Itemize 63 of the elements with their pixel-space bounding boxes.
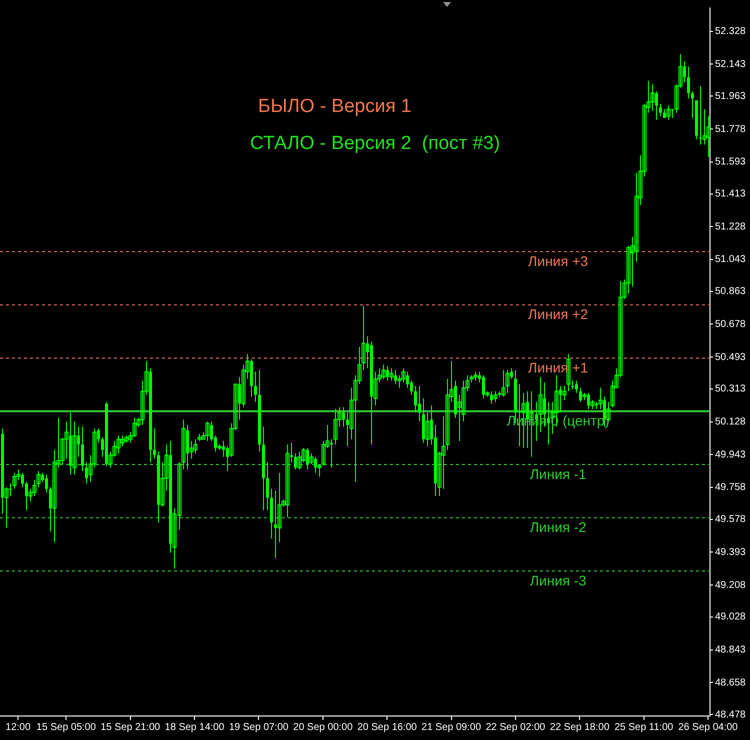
candlestick	[45, 474, 48, 493]
ref-line-label: Линия +2	[528, 306, 588, 322]
candlestick	[254, 371, 257, 402]
candlestick	[286, 444, 290, 518]
text: СТАЛО - Версия 2 (пост #3)	[250, 133, 500, 155]
candlestick	[153, 428, 156, 460]
y-tick-label: 51.228	[715, 221, 746, 232]
y-tick-label: 48.658	[715, 677, 746, 688]
candlestick	[506, 369, 510, 394]
candlestick	[666, 105, 670, 120]
candlestick	[494, 390, 498, 402]
y-tick-label: 50.313	[715, 384, 746, 395]
ref-line-label: Линия +3	[528, 252, 588, 269]
candlestick	[298, 451, 302, 470]
y-tick-label: 51.413	[715, 188, 746, 200]
y-tick-label: 49.758	[715, 482, 746, 494]
ref-line-label: Линия -2	[530, 519, 587, 536]
y-tick-label: 49.208	[715, 580, 746, 591]
candlestick	[566, 354, 570, 392]
y-tick-label: 52.328	[715, 26, 746, 38]
y-tick-label: 48.478	[715, 709, 746, 720]
candlestick	[116, 435, 120, 454]
y-tick-label: 51.778	[715, 124, 746, 135]
text: БЫЛО - Версия 1	[258, 96, 412, 118]
y-tick-label: 49.393	[715, 546, 746, 558]
x-tick-label: 15 Sep 05:00	[36, 722, 96, 733]
y-tick-label: 49.578	[715, 514, 746, 526]
x-tick-label: 25 Sep 11:00	[614, 722, 674, 733]
x-tick-label: 26 Sep 04:00	[678, 722, 738, 733]
x-tick-label: 21 Sep 09:00	[422, 722, 482, 733]
x-tick-label: 15 Sep 21:00	[100, 722, 161, 733]
y-tick-label: 52.143	[715, 59, 746, 70]
x-tick-label: 20 Sep 16:00	[357, 722, 418, 733]
y-tick-label: 51.043	[715, 254, 746, 266]
candlestick	[266, 462, 269, 511]
ref-line-label: Линия -1	[530, 466, 587, 482]
candlestick	[382, 364, 386, 380]
y-tick-label: 51.963	[715, 90, 746, 102]
candlestick	[206, 420, 210, 442]
x-tick-label: 18 Sep 14:00	[164, 722, 225, 733]
x-tick-label: 22 Sep 18:00	[550, 722, 610, 733]
candlestick	[81, 426, 84, 472]
candlestick	[390, 368, 394, 382]
candlestick	[691, 90, 694, 119]
x-tick-label: 19 Sep 07:00	[228, 722, 289, 733]
candlestick	[502, 369, 506, 398]
ref-line-label: Линия -3	[530, 572, 587, 588]
y-tick-label: 49.943	[715, 449, 746, 460]
candlestick	[687, 66, 690, 99]
y-tick-label: 50.678	[715, 318, 746, 330]
x-tick-label: 12:00	[6, 722, 31, 733]
candlestick	[575, 380, 578, 394]
y-tick-label: 49.028	[715, 612, 746, 623]
x-tick-label: 22 Sep 02:00	[486, 722, 546, 733]
y-tick-label: 51.593	[715, 156, 746, 168]
x-tick-label: 20 Sep 00:00	[293, 722, 354, 733]
y-tick-label: 50.128	[715, 416, 746, 428]
y-tick-label: 50.863	[715, 286, 746, 298]
y-tick-label: 48.843	[715, 644, 746, 656]
candlestick	[418, 385, 421, 422]
y-tick-label: 50.493	[715, 352, 746, 363]
candlestick	[659, 103, 662, 117]
candlestick	[414, 385, 417, 414]
